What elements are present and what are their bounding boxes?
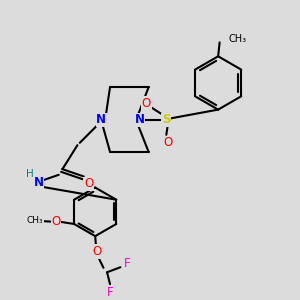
Text: O: O bbox=[84, 177, 93, 190]
Text: N: N bbox=[34, 176, 44, 189]
Text: S: S bbox=[162, 113, 170, 127]
Text: O: O bbox=[163, 136, 172, 149]
Text: O: O bbox=[51, 214, 60, 227]
Text: CH₃: CH₃ bbox=[229, 34, 247, 44]
Text: O: O bbox=[142, 97, 151, 110]
Text: N: N bbox=[96, 113, 106, 127]
Text: F: F bbox=[124, 257, 130, 270]
Text: N: N bbox=[135, 113, 145, 127]
Text: H: H bbox=[26, 169, 34, 179]
Text: O: O bbox=[92, 245, 101, 258]
Text: CH₃: CH₃ bbox=[26, 216, 43, 225]
Text: F: F bbox=[107, 286, 114, 299]
